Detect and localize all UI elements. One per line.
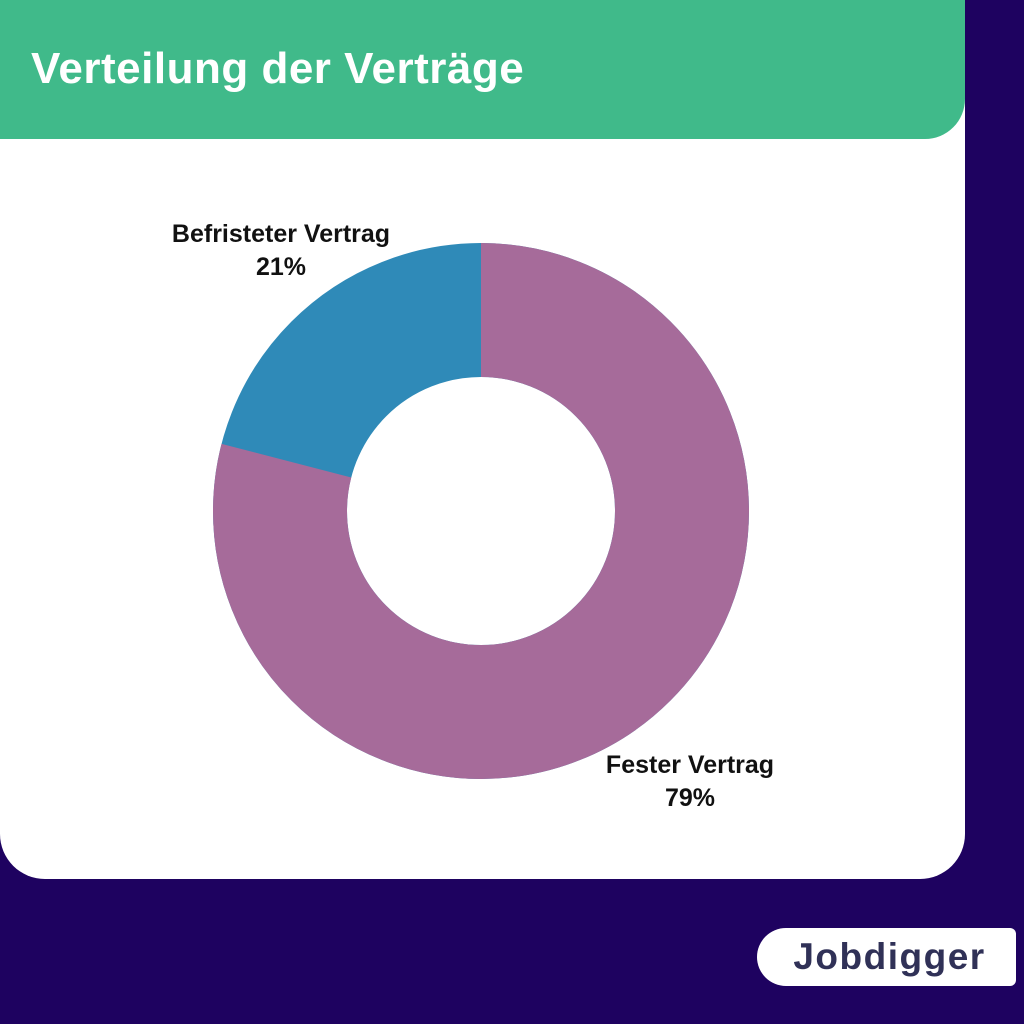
- logo-badge: Jobdigger: [757, 928, 1016, 986]
- donut-chart: [213, 243, 749, 779]
- label-befristeter-vertrag-pct: 21%: [255, 253, 307, 281]
- label-befristeter-vertrag: Befristeter Vertrag 21%: [131, 218, 431, 284]
- logo-text: Jobdigger: [793, 936, 986, 977]
- donut-slice-main: [213, 243, 749, 779]
- label-fester-vertrag: Fester Vertrag 79%: [540, 749, 840, 815]
- page-title: Verteilung der Verträge: [31, 44, 525, 93]
- donut-chart-svg: [213, 243, 749, 779]
- header-band: Verteilung der Verträge: [0, 0, 965, 139]
- label-befristeter-vertrag-text: Befristeter Vertrag: [171, 220, 391, 248]
- label-fester-vertrag-text: Fester Vertrag: [605, 751, 775, 779]
- content-card: Verteilung der Verträge Befristeter Vert…: [0, 0, 965, 879]
- label-fester-vertrag-pct: 79%: [664, 784, 716, 812]
